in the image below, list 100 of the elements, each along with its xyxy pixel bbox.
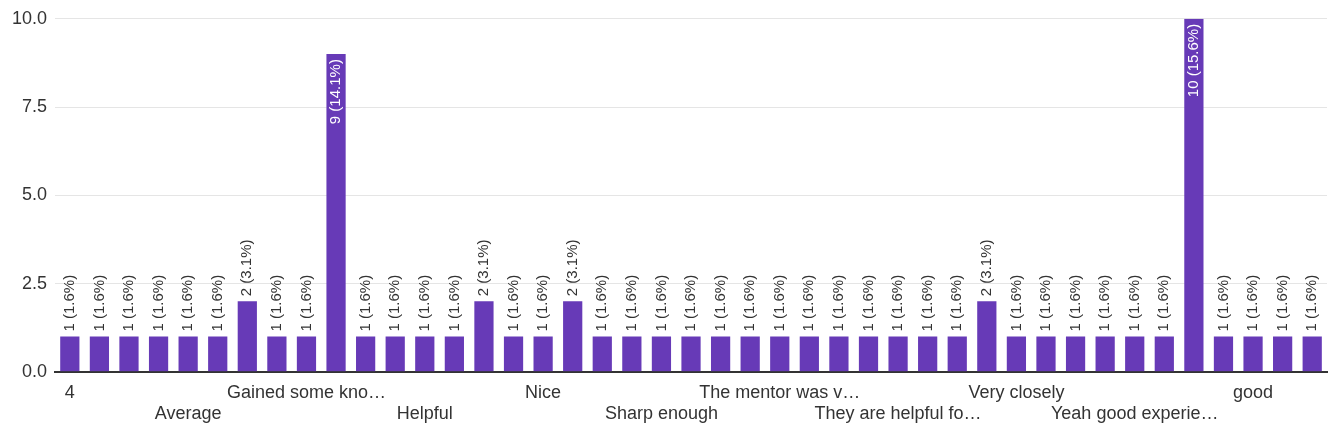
- data-label: 1 (1.6%): [178, 274, 196, 332]
- bar: [681, 336, 701, 372]
- bar: [119, 336, 139, 372]
- bar: [444, 336, 464, 372]
- bar: [60, 336, 80, 372]
- data-label: 1 (1.6%): [89, 274, 107, 332]
- x-tick-label: good: [1233, 381, 1274, 402]
- data-label: 1 (1.6%): [710, 274, 728, 332]
- x-tick-label: They are helpful fo…: [814, 403, 982, 424]
- bar: [326, 54, 346, 372]
- x-tick-label: Helpful: [396, 403, 453, 424]
- data-label: 1 (1.6%): [1065, 274, 1083, 332]
- bar: [829, 336, 849, 372]
- bar: [592, 336, 612, 372]
- bar: [888, 336, 908, 372]
- bar: [858, 336, 879, 372]
- data-label: 1 (1.6%): [769, 274, 787, 332]
- data-label: 1 (1.6%): [651, 274, 669, 332]
- x-tick-label: Sharp enough: [604, 403, 718, 424]
- bar: [415, 336, 435, 372]
- bar: [208, 336, 228, 372]
- data-label: 1 (1.6%): [119, 274, 137, 332]
- bar: [918, 336, 938, 372]
- data-label: 1 (1.6%): [1272, 274, 1290, 332]
- bar: [385, 336, 405, 372]
- data-label: 1 (1.6%): [503, 274, 521, 332]
- bar: [474, 301, 494, 372]
- y-tick-label: 10.0: [11, 7, 48, 28]
- x-tick-label: Average: [154, 403, 222, 424]
- y-tick-label: 7.5: [22, 96, 48, 117]
- data-label: 2 (3.1%): [562, 239, 580, 297]
- bar: [1302, 336, 1322, 372]
- y-tick-label: 0.0: [22, 360, 48, 381]
- x-tick-label: Nice: [525, 381, 562, 402]
- bar: [1095, 336, 1115, 372]
- data-label: 1 (1.6%): [1302, 274, 1320, 332]
- data-label: 1 (1.6%): [414, 274, 432, 332]
- bar: [237, 301, 257, 372]
- bar: [563, 301, 583, 372]
- bar: [740, 336, 760, 372]
- data-label: 10 (15.6%): [1184, 23, 1202, 98]
- data-label: 1 (1.6%): [1154, 274, 1172, 332]
- bar: [710, 336, 731, 372]
- x-tick-label: Very closely: [968, 381, 1065, 402]
- data-label: 1 (1.6%): [267, 274, 285, 332]
- data-label: 1 (1.6%): [1213, 274, 1231, 332]
- bar: [799, 336, 819, 372]
- y-tick-label: 5.0: [22, 184, 48, 205]
- x-tick-label: The mentor was v…: [699, 381, 861, 402]
- data-label: 1 (1.6%): [59, 274, 77, 332]
- bar: [178, 336, 198, 372]
- bar: [1125, 336, 1145, 372]
- data-label: 9 (14.1%): [326, 59, 344, 125]
- data-label: 2 (3.1%): [474, 239, 492, 297]
- bar: [651, 336, 672, 372]
- data-label: 1 (1.6%): [681, 274, 699, 332]
- bar: [148, 336, 169, 372]
- bar: [1154, 336, 1174, 372]
- data-label: 1 (1.6%): [148, 274, 166, 332]
- bar: [356, 336, 376, 372]
- bar: [1273, 336, 1293, 372]
- x-tick-label: Yeah good experie…: [1050, 403, 1219, 424]
- data-label: 2 (3.1%): [237, 239, 255, 297]
- data-label: 1 (1.6%): [1124, 274, 1142, 332]
- data-label: 1 (1.6%): [533, 274, 551, 332]
- data-label: 1 (1.6%): [1243, 274, 1261, 332]
- bar: [1036, 336, 1056, 372]
- data-label: 1 (1.6%): [622, 274, 639, 332]
- bar: [1184, 18, 1204, 372]
- data-label: 1 (1.6%): [592, 274, 610, 332]
- data-label: 1 (1.6%): [947, 274, 965, 332]
- data-label: 1 (1.6%): [799, 274, 817, 332]
- data-label: 1 (1.6%): [355, 274, 373, 332]
- bar: [89, 336, 110, 372]
- bar: [1065, 336, 1086, 372]
- bar: [770, 336, 790, 372]
- bar: [977, 301, 997, 372]
- bar: [267, 336, 287, 372]
- x-tick-label: 4: [64, 381, 75, 402]
- data-label: 1 (1.6%): [829, 274, 847, 332]
- data-label: 1 (1.6%): [1036, 274, 1054, 332]
- data-label: 1 (1.6%): [888, 274, 906, 332]
- data-label: 1 (1.6%): [207, 274, 225, 332]
- bar: [296, 336, 317, 372]
- data-label: 1 (1.6%): [385, 274, 403, 332]
- data-label: 1 (1.6%): [858, 274, 876, 332]
- data-label: 1 (1.6%): [917, 274, 935, 332]
- data-label: 1 (1.6%): [740, 274, 758, 332]
- x-tick-label: Gained some kno…: [226, 381, 387, 402]
- bar: [1006, 336, 1027, 372]
- bar: [1213, 336, 1234, 372]
- bar: [622, 336, 642, 372]
- data-label: 1 (1.6%): [1006, 274, 1024, 332]
- bar: [503, 336, 524, 372]
- y-tick-label: 2.5: [22, 272, 48, 293]
- bar: [1243, 336, 1263, 372]
- data-label: 1 (1.6%): [296, 274, 314, 332]
- data-label: 2 (3.1%): [976, 239, 994, 297]
- data-label: 1 (1.6%): [1095, 274, 1113, 332]
- bar: [533, 336, 553, 372]
